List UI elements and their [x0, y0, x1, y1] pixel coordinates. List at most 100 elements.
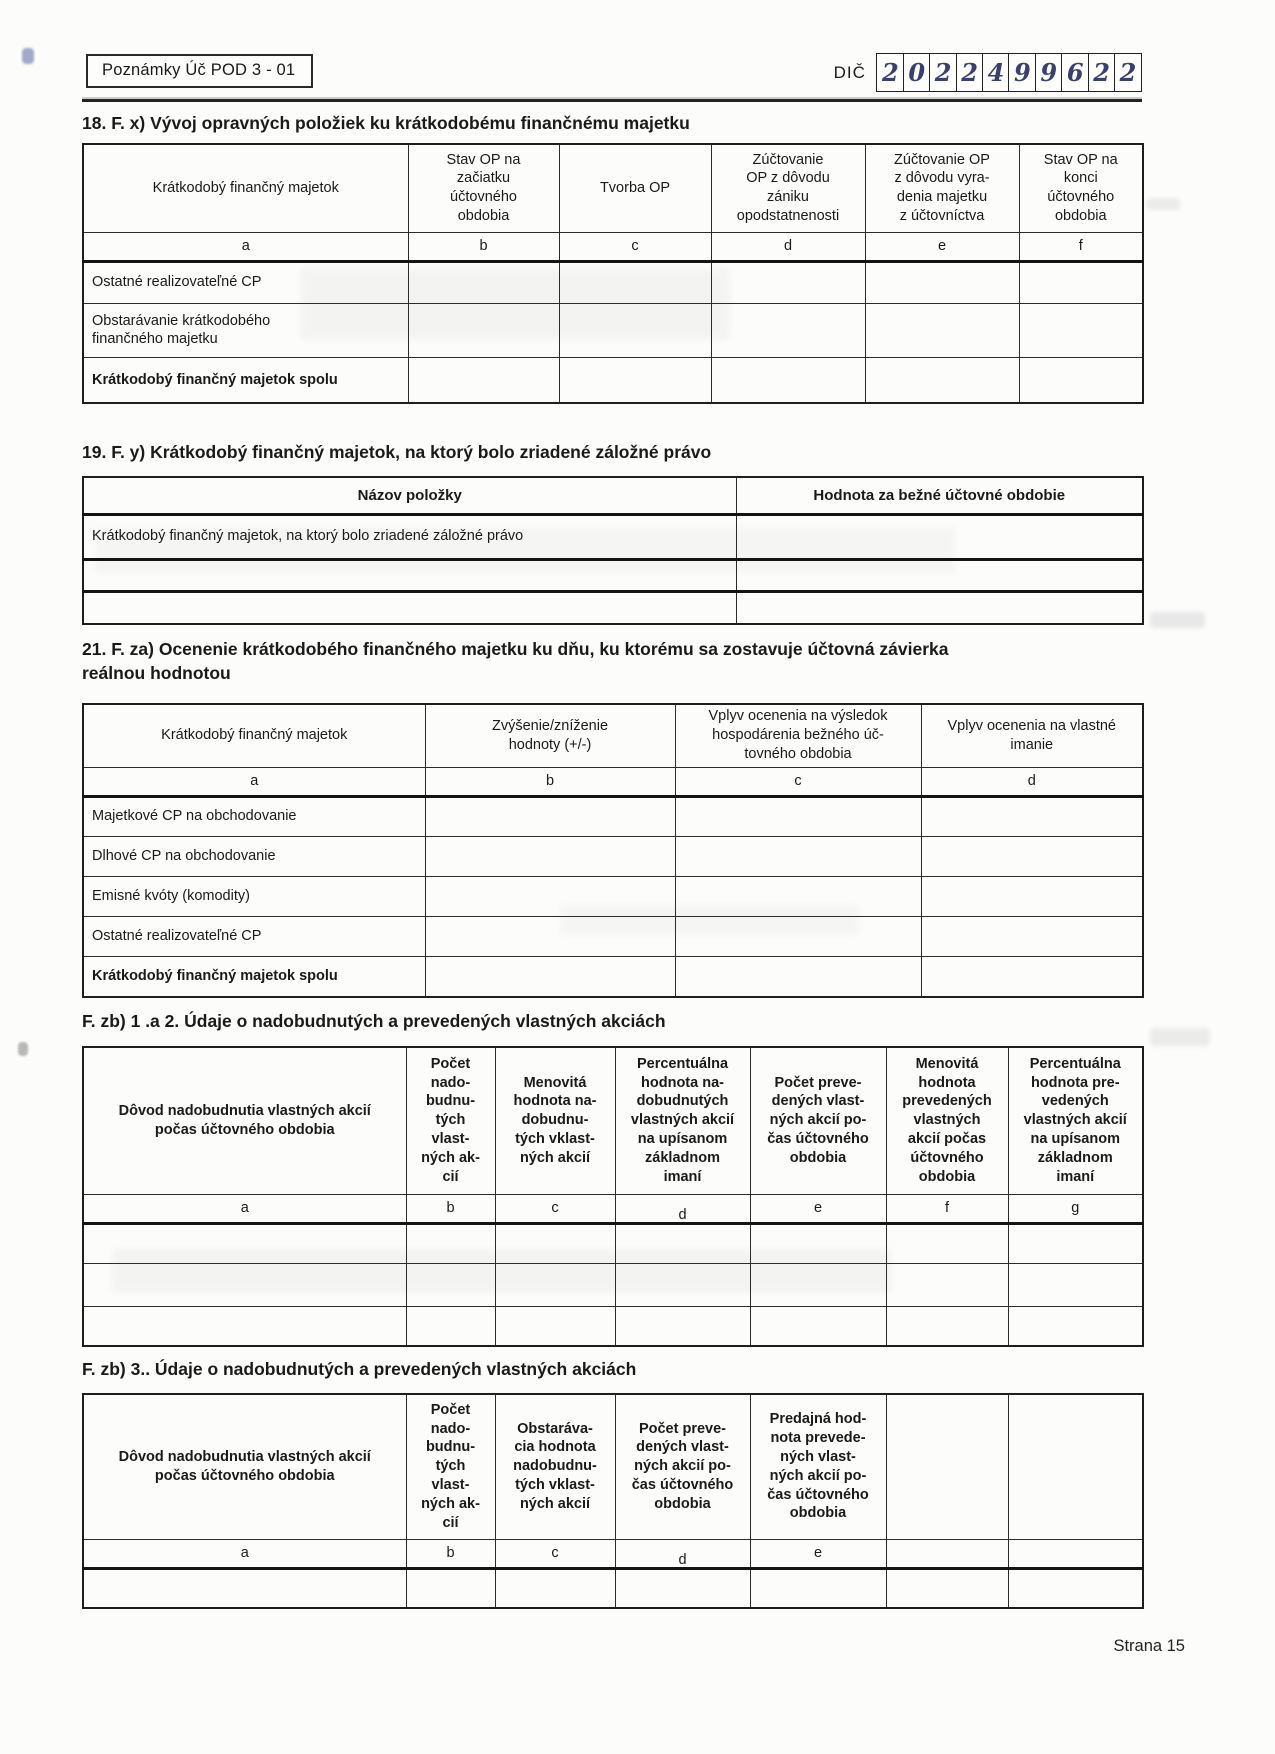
zb3-title: F. zb) 3.. Údaje o nadobudnutých a preve…	[82, 1359, 637, 1379]
empty-cell	[1007, 1262, 1144, 1307]
empty-cell	[864, 356, 1020, 404]
empty-cell	[82, 1222, 407, 1264]
zb3-header-cell: Počet nado- budnu- tých vlast- ných ak- …	[405, 1393, 496, 1540]
zb12-header-cell: Počet preve- dených vlast- ných akcií po…	[749, 1046, 887, 1195]
dic-digit: 0	[902, 53, 931, 92]
empty-cell	[405, 1222, 496, 1264]
row-label: Obstarávanie krátkodobého finančného maj…	[82, 302, 409, 358]
empty-cell	[614, 1305, 751, 1347]
empty-cell	[885, 1262, 1009, 1307]
empty-cell	[424, 915, 676, 957]
row-label: Emisné kvóty (komodity)	[82, 875, 426, 917]
table-row	[82, 558, 1144, 593]
column-letter: c	[494, 1193, 616, 1225]
table-row	[82, 590, 1144, 625]
empty-cell	[735, 558, 1144, 593]
section21-title: 21. F. za) Ocenenie krátkodobého finančn…	[82, 639, 949, 683]
column-letter: d	[920, 766, 1144, 798]
table-row	[82, 1262, 1144, 1307]
column-letter: a	[82, 1538, 407, 1570]
t21-header-cell: Vplyv ocenenia na výsledok hospodárenia …	[674, 703, 922, 768]
dic-digit: 6	[1061, 53, 1090, 92]
zb3-header-cell: Predajná hod- nota prevede- ných vlast- …	[749, 1393, 887, 1540]
zb3-header-cell-empty	[1007, 1393, 1144, 1540]
row-label: Krátkodobý finančný majetok, na ktorý bo…	[82, 513, 737, 561]
column-letter: c	[558, 231, 712, 263]
table-row: Majetkové CP na obchodovanie	[82, 795, 1144, 837]
empty-cell	[405, 1305, 496, 1347]
t18-header-cell: Zúčtovanie OP z dôvodu zániku opodstatne…	[710, 143, 866, 233]
header-divider	[82, 99, 1142, 102]
empty-cell	[407, 356, 560, 404]
row-label: Majetkové CP na obchodovanie	[82, 795, 426, 837]
table-row: Ostatné realizovateľné CP	[82, 915, 1144, 957]
table-row: Emisné kvóty (komodity)	[82, 875, 1144, 917]
empty-cell	[82, 558, 737, 593]
empty-cell	[920, 875, 1144, 917]
empty-cell	[494, 1305, 616, 1347]
row-label-total: Krátkodobý finančný majetok spolu	[82, 955, 426, 998]
scan-artifact	[18, 1042, 28, 1056]
empty-cell	[920, 835, 1144, 877]
zb3-header-cell-empty	[885, 1393, 1009, 1540]
t18-header-cell: Tvorba OP	[558, 143, 712, 233]
column-letter: f	[1018, 231, 1144, 263]
section18-title: 18. F. x) Vývoj opravných položiek ku kr…	[82, 113, 690, 133]
empty-cell	[864, 260, 1020, 304]
zb3-header-cell: Dôvod nadobudnutia vlastných akcií počas…	[82, 1393, 407, 1540]
empty-cell	[674, 955, 922, 998]
empty-cell	[614, 1222, 751, 1264]
column-letter: b	[407, 231, 560, 263]
page-number: Strana 15	[1113, 1637, 1185, 1655]
dic-digit: 2	[1114, 53, 1142, 92]
zb12-header-cell: Menovitá hodnota prevedených vlastných a…	[885, 1046, 1009, 1195]
section21-table: Krátkodobý finančný majetok Zvýšenie/zní…	[82, 703, 1144, 998]
column-letter: d	[614, 1193, 751, 1225]
t19-header-cell: Názov položky	[82, 476, 737, 516]
dic-digit-boxes: 2 0 2 2 4 9 9 6 2 2	[876, 53, 1142, 92]
empty-cell	[407, 260, 560, 304]
empty-cell	[405, 1262, 496, 1307]
zb12-header-cell: Percentuálna hodnota na- dobudnutých vla…	[614, 1046, 751, 1195]
t18-header-cell: Stav OP na konci účtovného obdobia	[1018, 143, 1144, 233]
t19-header-cell: Hodnota za bežné účtovné obdobie	[735, 476, 1144, 516]
scan-artifact	[1150, 1028, 1210, 1046]
dic-digit: 2	[876, 53, 905, 92]
row-label: Ostatné realizovateľné CP	[82, 915, 426, 957]
empty-cell	[558, 356, 712, 404]
column-letter: e	[864, 231, 1020, 263]
empty-cell	[494, 1262, 616, 1307]
empty-cell	[674, 875, 922, 917]
table-row	[82, 1567, 1144, 1609]
scan-artifact	[1150, 612, 1205, 628]
empty-cell	[424, 955, 676, 998]
empty-cell	[1007, 1305, 1144, 1347]
zb3-header-cell: Obstaráva- cia hodnota nadobudnu- tých v…	[494, 1393, 616, 1540]
empty-cell	[864, 302, 1020, 358]
zb3-header-cell: Počet preve- dených vlast- ných akcií po…	[614, 1393, 751, 1540]
section19-table: Názov položky Hodnota za bežné účtovné o…	[82, 476, 1144, 625]
empty-cell	[920, 915, 1144, 957]
dic-label: DIČ	[833, 62, 866, 82]
table-row	[82, 1222, 1144, 1264]
empty-cell	[558, 302, 712, 358]
empty-cell	[885, 1305, 1009, 1347]
empty-cell	[735, 590, 1144, 625]
table-row: Krátkodobý finančný majetok, na ktorý bo…	[82, 513, 1144, 561]
t21-header-cell: Vplyv ocenenia na vlastné imanie	[920, 703, 1144, 768]
section19-title: 19. F. y) Krátkodobý finančný majetok, n…	[82, 442, 712, 462]
column-letter: g	[1007, 1193, 1144, 1225]
table-row: Ostatné realizovateľné CP	[82, 260, 1144, 304]
dic-digit: 9	[1008, 53, 1037, 92]
zb12-header-cell: Percentuálna hodnota pre- vedených vlast…	[1007, 1046, 1144, 1195]
dic-digit: 2	[1087, 53, 1116, 92]
column-letter: b	[405, 1538, 496, 1570]
empty-cell	[424, 835, 676, 877]
column-letter: d	[614, 1538, 751, 1570]
empty-cell	[674, 795, 922, 837]
column-letter: b	[405, 1193, 496, 1225]
column-letter: f	[885, 1193, 1009, 1225]
table-row: Dlhové CP na obchodovanie	[82, 835, 1144, 877]
empty-cell	[82, 1305, 407, 1347]
